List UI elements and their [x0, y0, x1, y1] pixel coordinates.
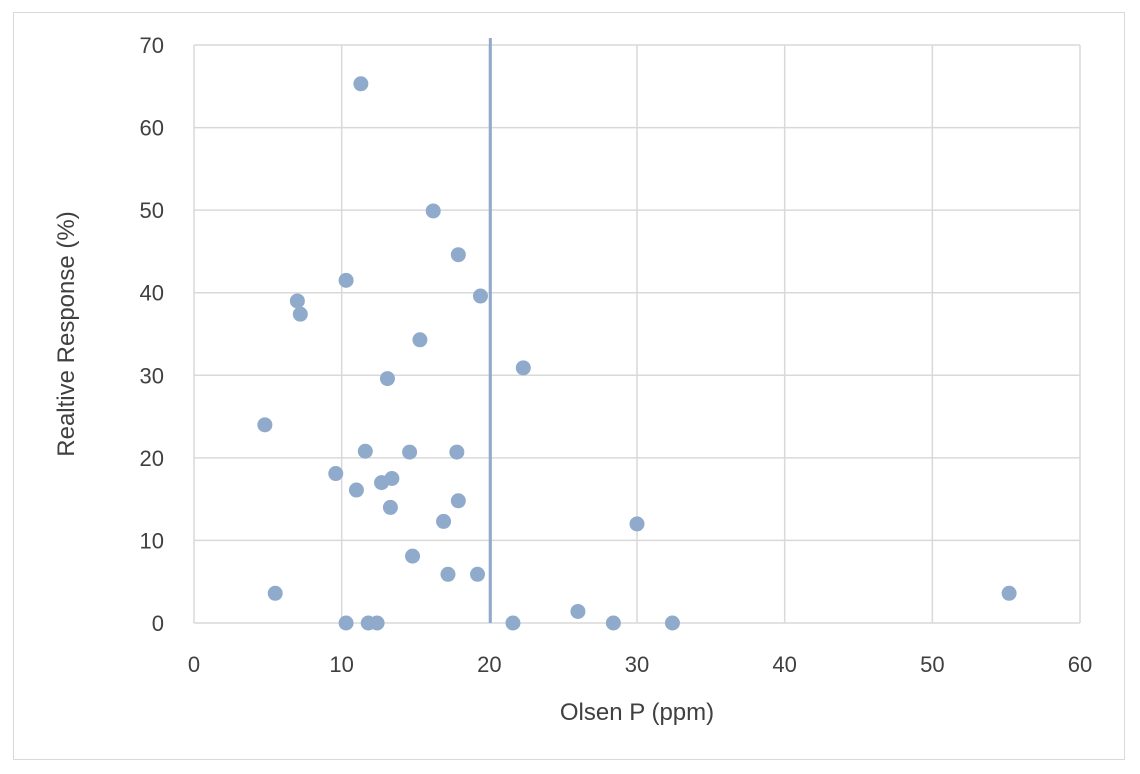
- data-point: [449, 444, 465, 460]
- chart-frame: [13, 12, 1125, 760]
- data-point: [472, 288, 488, 304]
- y-tick-label: 30: [140, 363, 164, 388]
- y-tick-label: 40: [140, 281, 164, 306]
- data-point: [436, 513, 452, 529]
- y-tick-labels: 0 10 20 30 40 50 60 70: [140, 33, 164, 636]
- data-point: [1001, 585, 1017, 601]
- data-point: [267, 585, 283, 601]
- y-tick-label: 0: [152, 611, 164, 636]
- data-point: [412, 332, 428, 348]
- x-tick-label: 30: [625, 652, 649, 677]
- data-point: [450, 247, 466, 263]
- x-tick-label: 40: [772, 652, 796, 677]
- y-tick-label: 20: [140, 446, 164, 471]
- x-tick-label: 50: [920, 652, 944, 677]
- data-point: [470, 566, 486, 582]
- x-tick-label: 10: [329, 652, 353, 677]
- y-tick-label: 70: [140, 33, 164, 58]
- y-tick-label: 60: [140, 116, 164, 141]
- data-point: [289, 293, 305, 309]
- data-point: [353, 76, 369, 92]
- data-point: [369, 615, 385, 631]
- y-axis-title: Realtive Response (%): [53, 211, 80, 456]
- data-point: [515, 360, 531, 376]
- data-point: [664, 615, 680, 631]
- data-point: [328, 466, 344, 482]
- x-axis-title: Olsen P (ppm): [560, 699, 714, 726]
- x-tick-label: 60: [1068, 652, 1092, 677]
- data-point: [338, 615, 354, 631]
- data-point: [257, 417, 273, 433]
- data-point: [357, 443, 373, 459]
- data-point: [405, 548, 421, 564]
- data-point: [425, 203, 441, 219]
- data-point: [292, 306, 308, 322]
- data-point: [440, 566, 456, 582]
- x-tick-label: 20: [477, 652, 501, 677]
- x-tick-label: 0: [188, 652, 200, 677]
- data-point: [450, 493, 466, 509]
- gridlines: [193, 44, 1081, 624]
- x-tick-labels: 0 10 20 30 40 50 60: [188, 652, 1092, 677]
- data-point: [338, 272, 354, 288]
- data-point: [402, 444, 418, 460]
- data-point: [382, 499, 398, 515]
- data-points: [257, 76, 1017, 631]
- y-tick-label: 10: [140, 528, 164, 553]
- data-point: [505, 615, 521, 631]
- data-point: [379, 371, 395, 387]
- data-point: [348, 482, 364, 498]
- data-point: [629, 516, 645, 532]
- y-tick-label: 50: [140, 198, 164, 223]
- data-point: [570, 603, 586, 619]
- data-point: [605, 615, 621, 631]
- data-point: [374, 475, 390, 491]
